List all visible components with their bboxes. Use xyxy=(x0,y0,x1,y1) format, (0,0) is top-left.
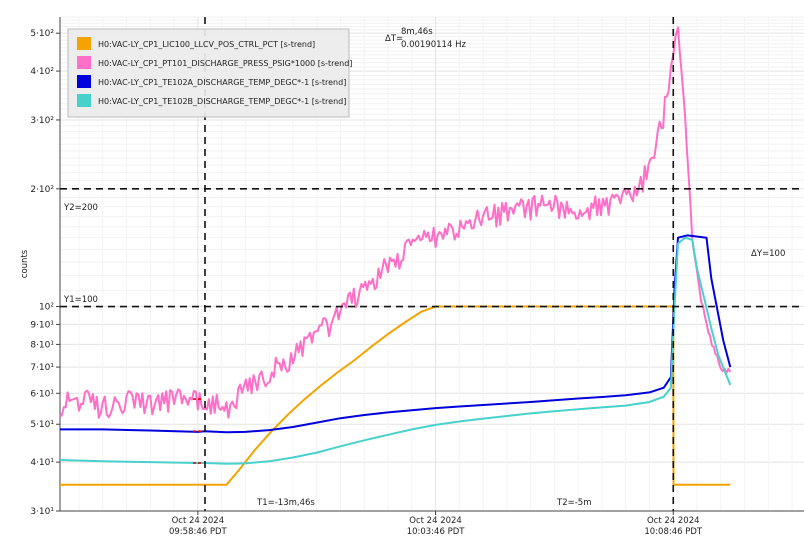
y-tick-label: 4·10² xyxy=(30,67,54,77)
delta-t-frequency: 0.00190114 Hz xyxy=(401,40,466,50)
series-line xyxy=(59,236,732,465)
cursor-label-t2: T2=-5m xyxy=(556,498,591,508)
legend-label: H0:VAC-LY_CP1_LIC100_LLCV_POS_CTRL_PCT [… xyxy=(98,40,315,49)
x-tick-label-date: Oct 24 2024 xyxy=(172,516,225,526)
y-tick-label: 3·10² xyxy=(30,116,54,126)
delta-t-value: 8m,46s xyxy=(401,27,433,37)
cursor-label-y1: Y1=100 xyxy=(63,295,98,305)
legend-entry: H0:VAC-LY_CP1_TE102B_DISCHARGE_TEMP_DEGC… xyxy=(77,94,346,107)
delta-t-label: ΔT= xyxy=(385,34,403,44)
y-tick-label: 5·10¹ xyxy=(30,420,54,430)
delta-y-label: ΔY=100 xyxy=(751,249,785,259)
cursor-label-t1: T1=-13m,46s xyxy=(256,498,315,508)
x-tick-label-time: 09:58:46 PDT xyxy=(169,527,228,537)
legend: H0:VAC-LY_CP1_LIC100_LLCV_POS_CTRL_PCT [… xyxy=(67,28,352,118)
x-tick-label-time: 10:03:46 PDT xyxy=(407,527,466,537)
y-tick-label: 3·10¹ xyxy=(30,507,54,517)
legend-label: H0:VAC-LY_CP1_PT101_DISCHARGE_PRESS_PSIG… xyxy=(98,59,352,68)
y-axis-label: counts xyxy=(20,249,30,278)
y-tick-label: 2·10² xyxy=(30,185,54,195)
series-line xyxy=(60,234,732,434)
x-tick-label-time: 10:08:46 PDT xyxy=(644,527,703,537)
legend-box xyxy=(67,28,350,118)
y-ticks: 3·10¹ 4·10¹ 5·10¹ 6·10¹ 7·10¹ 8·10¹ 9·10¹ 10² 2·… xyxy=(30,29,60,517)
legend-swatch xyxy=(77,94,91,107)
y-tick-label: 8·10¹ xyxy=(30,340,54,350)
y-tick-label: 5·10² xyxy=(30,29,54,39)
x-tick-label-date: Oct 24 2024 xyxy=(409,516,462,526)
legend-swatch xyxy=(77,56,91,69)
cursors xyxy=(60,17,804,511)
y-tick-label: 6·10¹ xyxy=(30,389,54,399)
series-line xyxy=(59,26,732,419)
legend-label: H0:VAC-LY_CP1_TE102B_DISCHARGE_TEMP_DEGC… xyxy=(98,97,346,106)
legend-entry: H0:VAC-LY_CP1_PT101_DISCHARGE_PRESS_PSIG… xyxy=(77,56,352,69)
cursor-label-y2: Y2=200 xyxy=(63,203,98,213)
x-tick-label-date: Oct 24 2024 xyxy=(647,516,700,526)
y-tick-label: 4·10¹ xyxy=(30,458,54,468)
cursor-labels: Y2=200 Y1=100 T1=-13m,46s T2=-5m ΔT= 8m,… xyxy=(63,27,785,508)
legend-swatch xyxy=(77,75,91,88)
legend-entry: H0:VAC-LY_CP1_LIC100_LLCV_POS_CTRL_PCT [… xyxy=(77,37,315,50)
y-tick-label: 9·10¹ xyxy=(30,320,54,330)
y-tick-label: 10² xyxy=(39,303,54,313)
legend-label: H0:VAC-LY_CP1_TE102A_DISCHARGE_TEMP_DEGC… xyxy=(98,78,346,87)
legend-entry: H0:VAC-LY_CP1_TE102A_DISCHARGE_TEMP_DEGC… xyxy=(77,75,346,88)
legend-swatch xyxy=(77,37,91,50)
y-tick-label: 7·10¹ xyxy=(30,363,54,373)
